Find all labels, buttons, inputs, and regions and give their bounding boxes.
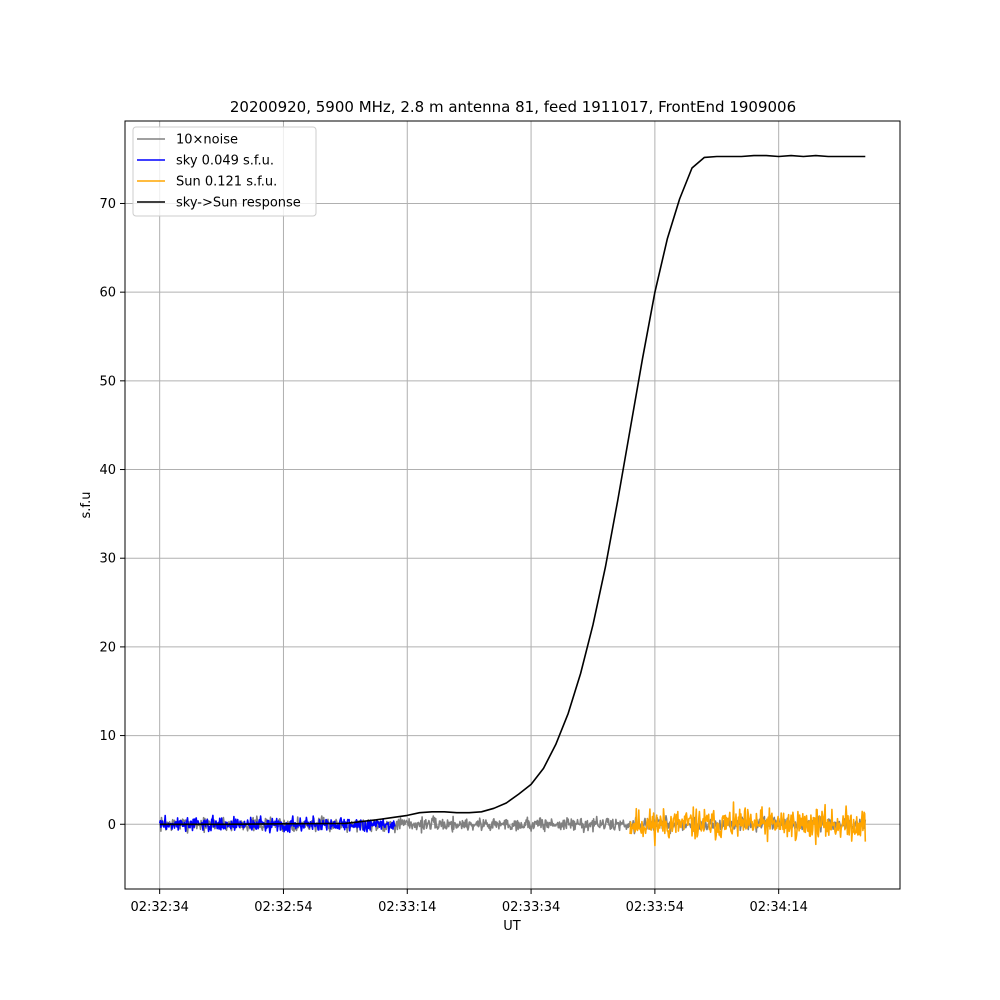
legend-label: sky->Sun response bbox=[176, 196, 301, 211]
x-tick-label: 02:33:34 bbox=[502, 900, 560, 915]
y-tick-label: 10 bbox=[99, 729, 116, 744]
grid bbox=[125, 121, 900, 889]
x-tick-label: 02:32:34 bbox=[130, 900, 188, 915]
y-axis-label: s.f.u bbox=[79, 492, 94, 519]
x-axis-label: UT bbox=[503, 919, 521, 934]
series-line-1 bbox=[158, 814, 396, 834]
y-tick-label: 60 bbox=[99, 286, 116, 301]
plot-series bbox=[158, 154, 867, 847]
legend-label: 10×noise bbox=[176, 133, 238, 148]
y-tick-label: 50 bbox=[99, 374, 116, 389]
series-line-3 bbox=[159, 154, 866, 826]
series-line-2 bbox=[629, 801, 867, 847]
y-tick-label: 40 bbox=[99, 463, 116, 478]
chart-title: 20200920, 5900 MHz, 2.8 m antenna 81, fe… bbox=[230, 98, 796, 116]
y-tick-label: 20 bbox=[99, 640, 116, 655]
legend: 10×noise sky 0.049 s.f.u. Sun 0.121 s.f.u.… bbox=[132, 126, 317, 217]
x-tick-label: 02:33:54 bbox=[626, 900, 684, 915]
axis-ticks: 02:32:34 02:32:54 02:33:14 02:33:34 02:33:54… bbox=[99, 197, 807, 915]
y-tick-label: 0 bbox=[108, 818, 116, 833]
x-tick-label: 02:34:14 bbox=[749, 900, 807, 915]
legend-label: Sun 0.121 s.f.u. bbox=[176, 175, 277, 190]
plot-frame bbox=[124, 120, 901, 890]
legend-label: sky 0.049 s.f.u. bbox=[176, 154, 274, 169]
x-tick-label: 02:33:14 bbox=[378, 900, 436, 915]
y-tick-label: 70 bbox=[99, 197, 116, 212]
legend-box bbox=[132, 126, 317, 217]
y-tick-label: 30 bbox=[99, 552, 116, 567]
x-tick-label: 02:32:54 bbox=[254, 900, 312, 915]
